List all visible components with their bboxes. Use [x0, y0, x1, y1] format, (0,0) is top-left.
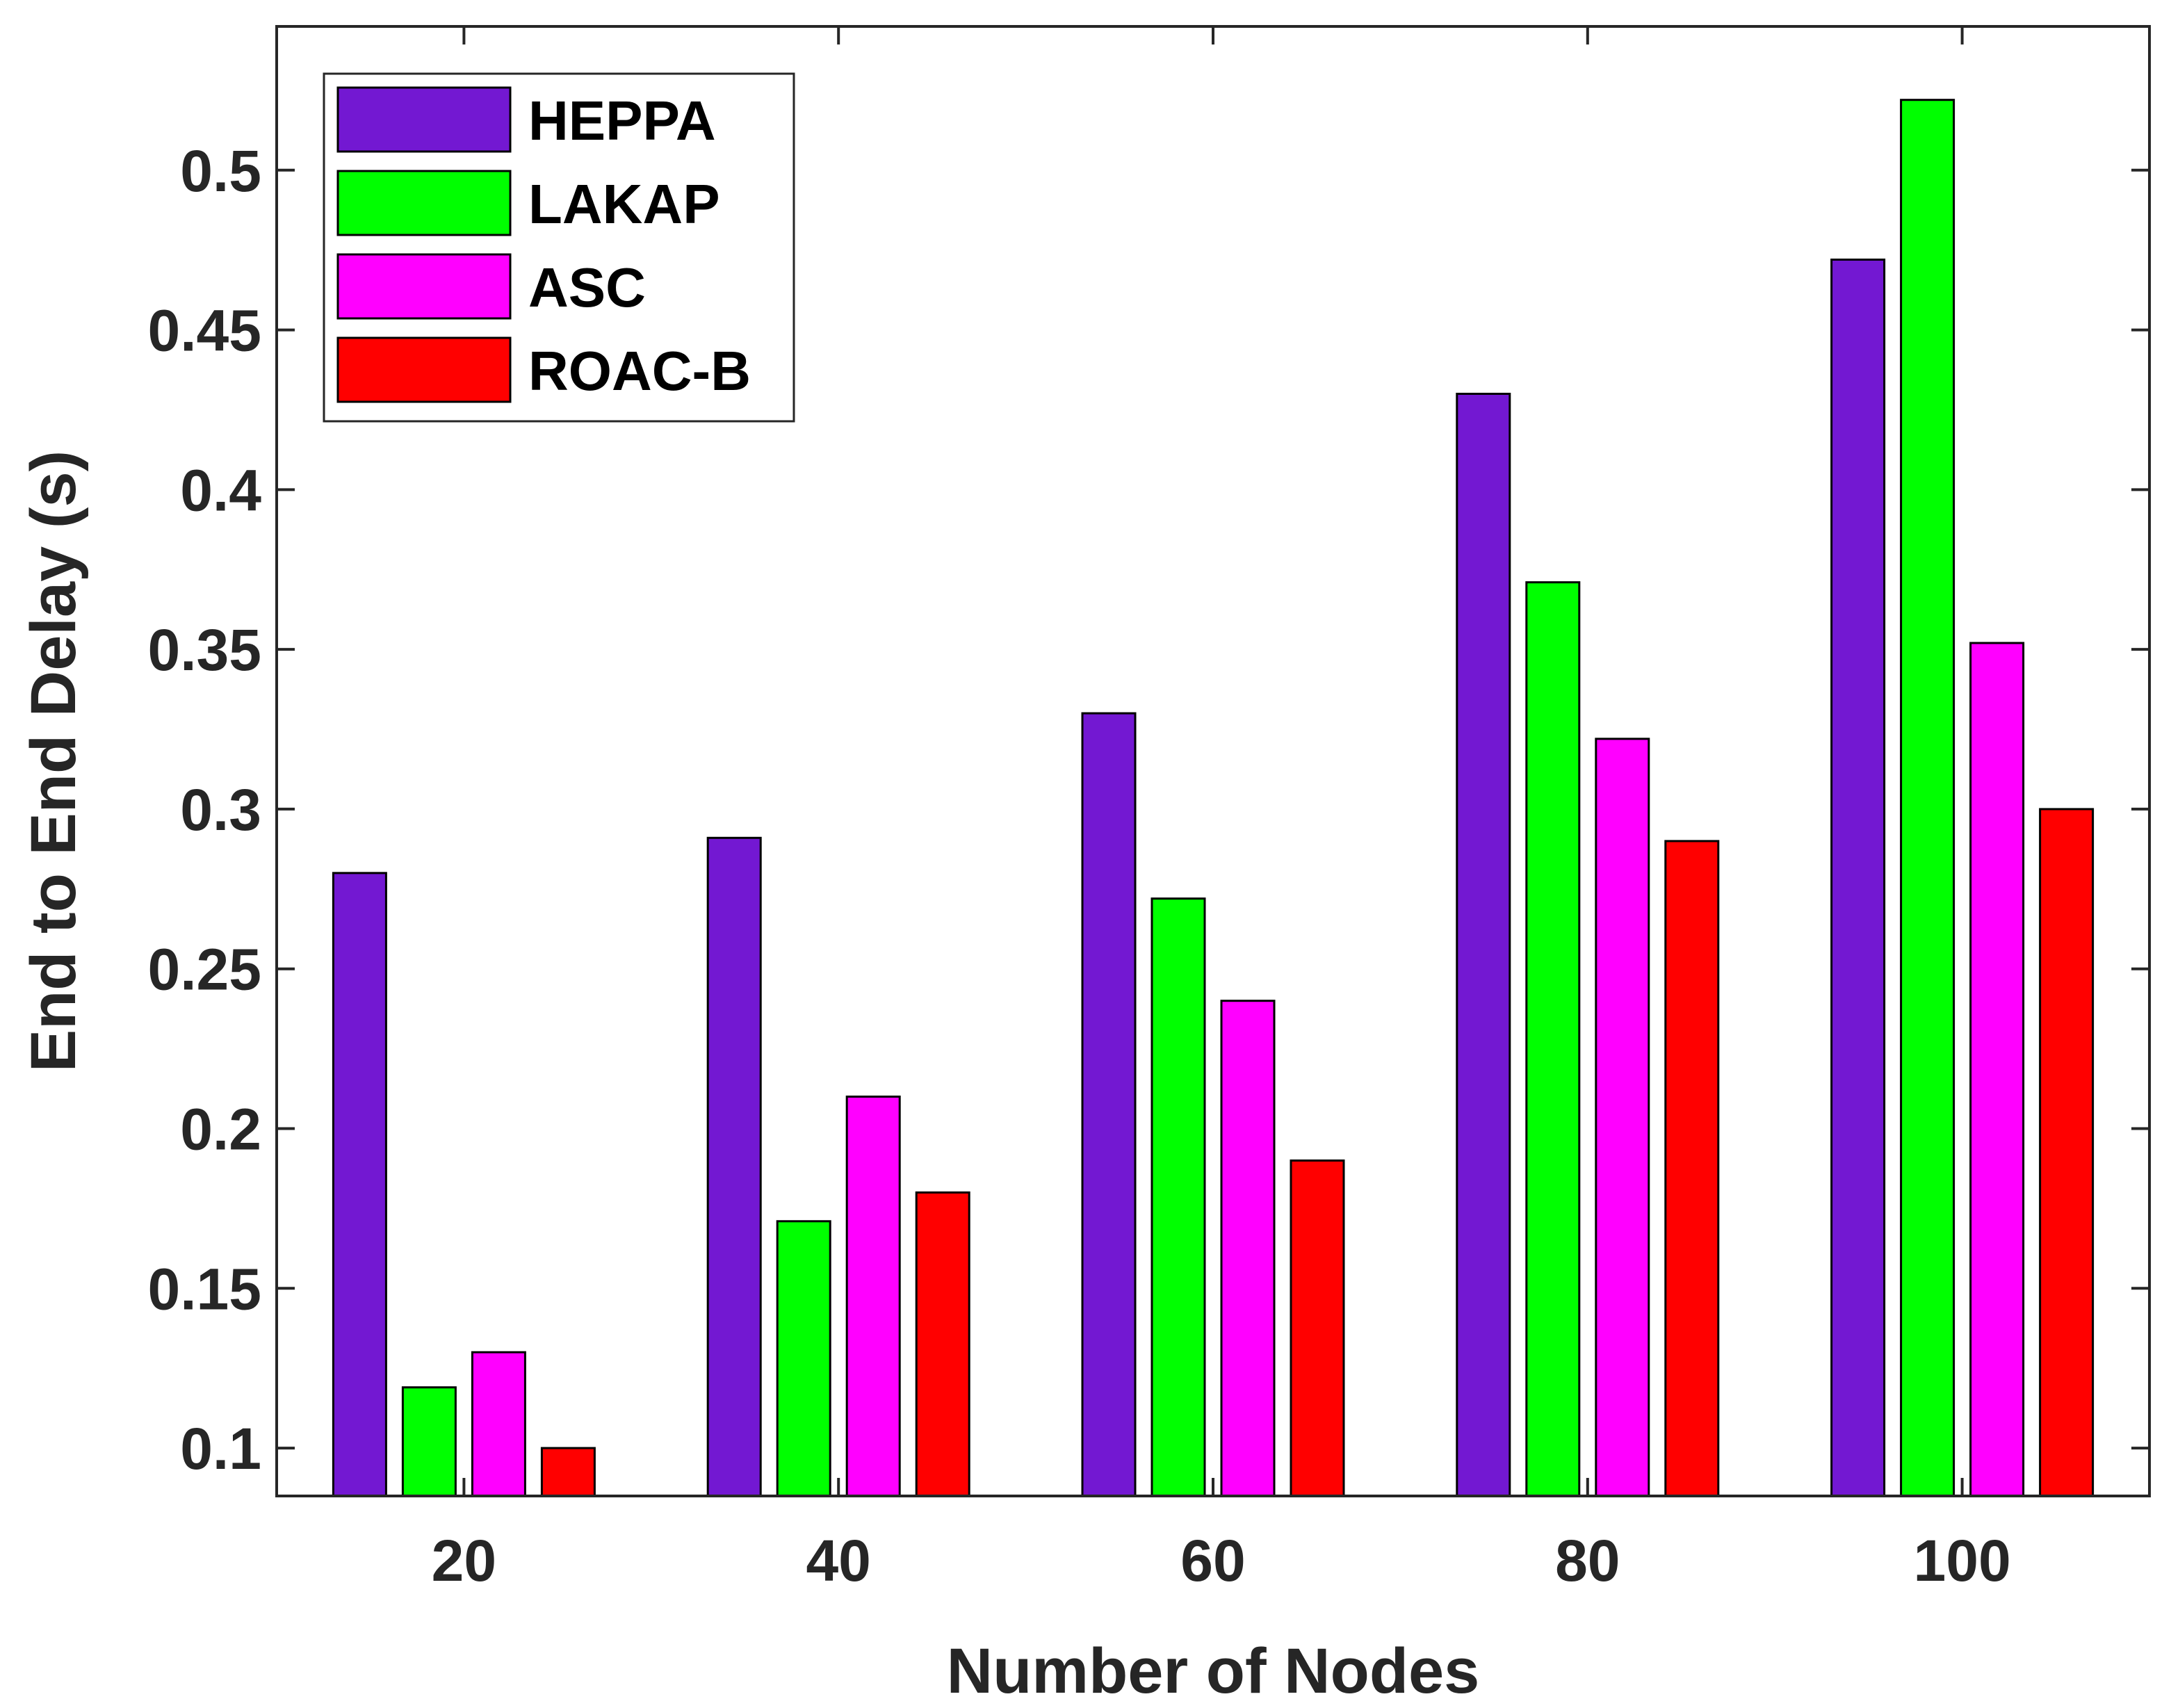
bar-lakap-20 — [401, 1386, 457, 1497]
y-tick-label: 0.35 — [148, 617, 262, 683]
y-tick-label: 0.15 — [148, 1256, 262, 1321]
x-tick-label: 40 — [806, 1528, 870, 1593]
legend-label-asc: ASC — [528, 257, 646, 318]
bar-heppa-60 — [1081, 712, 1137, 1497]
legend-label-lakap: LAKAP — [528, 173, 720, 235]
bar-heppa-40 — [706, 836, 762, 1497]
bar-roac-b-20 — [540, 1447, 596, 1497]
bar-lakap-100 — [1900, 99, 1955, 1497]
x-axis-ticks: 20 40 60 80 100 — [432, 26, 2011, 1593]
bar-heppa-100 — [1830, 258, 1886, 1497]
x-tick-label: 100 — [1914, 1528, 2011, 1593]
bar-roac-b-80 — [1664, 840, 1720, 1497]
bar-heppa-20 — [332, 872, 387, 1497]
bars-group — [332, 99, 2095, 1497]
x-tick-label: 20 — [432, 1528, 496, 1593]
bar-asc-40 — [845, 1096, 901, 1497]
y-tick-label: 0.25 — [148, 937, 262, 1002]
y-axis-label: End to End Delay (s) — [18, 450, 89, 1073]
y-tick-label: 0.2 — [180, 1097, 261, 1162]
bar-asc-60 — [1220, 1000, 1276, 1497]
bar-asc-20 — [471, 1351, 526, 1497]
x-axis-label: Number of Nodes — [947, 1636, 1480, 1707]
y-axis-ticks: 0.1 0.15 0.2 0.25 0.3 0.35 0.4 0.45 0.5 — [148, 138, 2149, 1481]
y-tick-label: 0.5 — [180, 138, 261, 204]
y-tick-label: 0.45 — [148, 298, 262, 364]
y-tick-label: 0.1 — [180, 1416, 261, 1481]
y-tick-label: 0.4 — [180, 457, 261, 523]
bar-roac-b-40 — [915, 1191, 970, 1497]
legend-swatch-asc — [336, 253, 512, 320]
legend-swatch-heppa — [336, 86, 512, 153]
legend-swatch-roac-b — [336, 336, 512, 403]
y-tick-label: 0.3 — [180, 777, 261, 843]
bar-lakap-40 — [776, 1220, 831, 1497]
bar-lakap-80 — [1525, 581, 1581, 1497]
legend: HEPPA LAKAP ASC ROAC-B — [323, 72, 795, 423]
bar-roac-b-100 — [2039, 808, 2095, 1497]
bar-asc-80 — [1595, 738, 1650, 1497]
bar-roac-b-60 — [1290, 1159, 1345, 1497]
bar-heppa-80 — [1456, 393, 1511, 1497]
legend-label-roac-b: ROAC-B — [528, 340, 751, 402]
plot-area-frame — [275, 25, 2151, 1497]
legend-label-heppa: HEPPA — [528, 90, 716, 152]
x-tick-label: 80 — [1555, 1528, 1620, 1593]
bar-lakap-60 — [1150, 897, 1206, 1497]
legend-swatch-lakap — [336, 170, 512, 236]
bar-asc-100 — [1969, 642, 2025, 1497]
x-tick-label: 60 — [1180, 1528, 1245, 1593]
